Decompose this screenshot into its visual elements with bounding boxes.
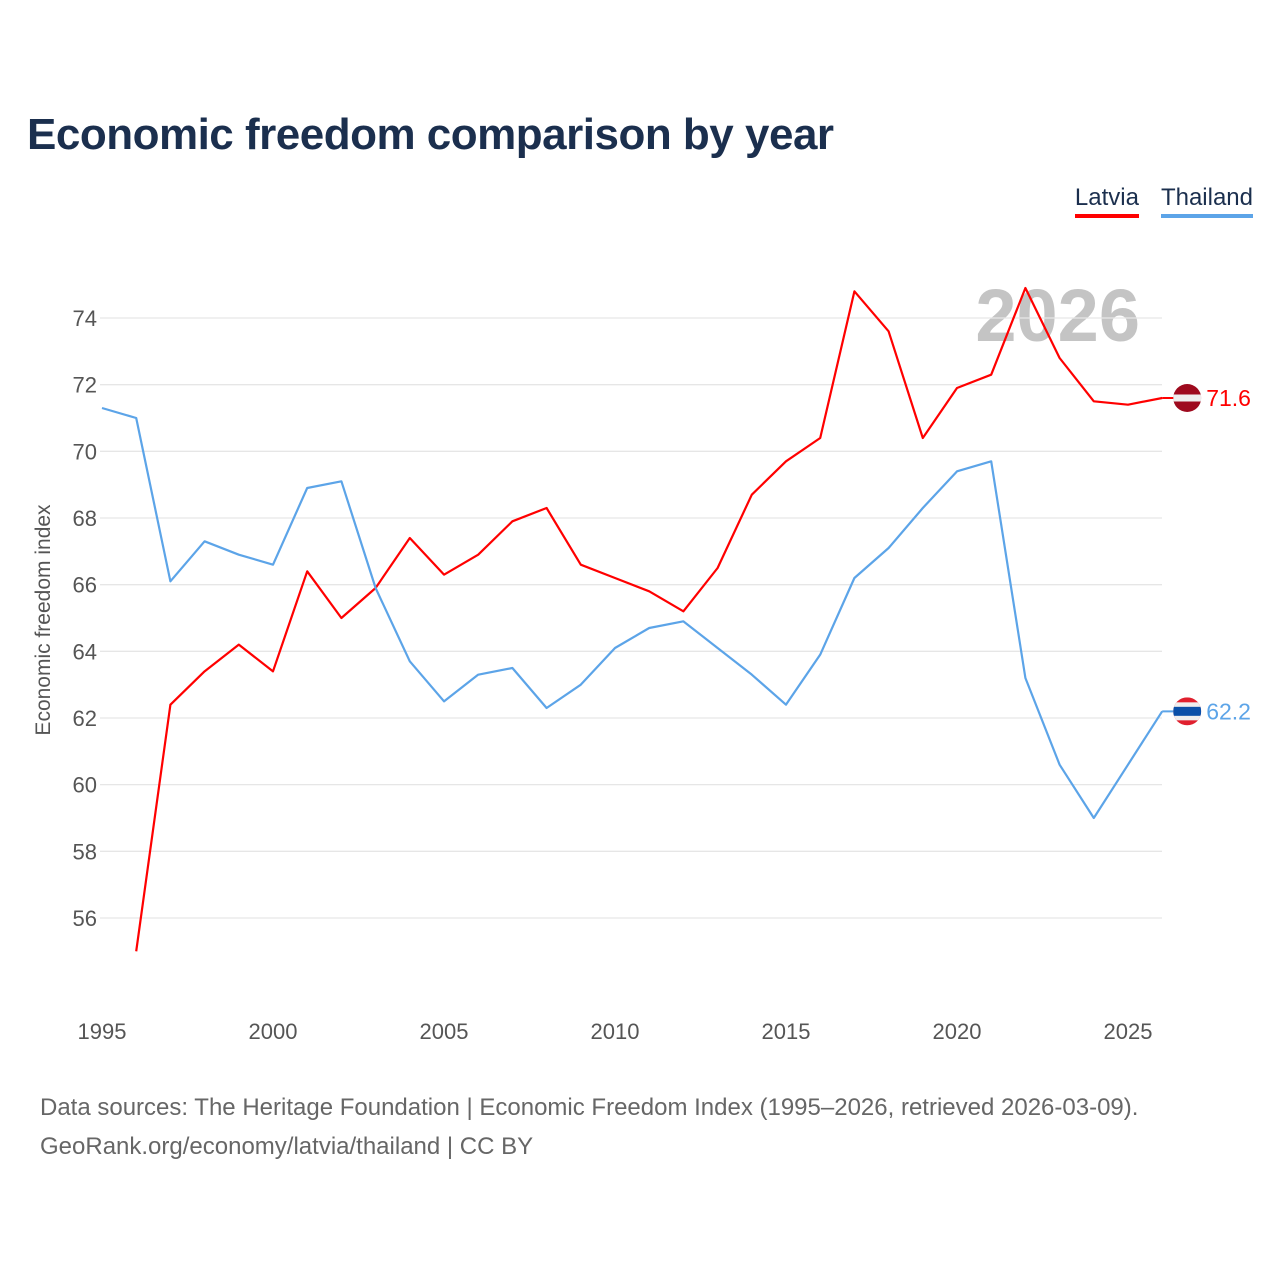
legend-latvia[interactable]: Latvia: [1074, 184, 1139, 218]
attribution-link[interactable]: GeoRank.org/economy/latvia/thailand | CC…: [40, 1133, 534, 1160]
series-line-thailand: [101, 406, 1164, 820]
legend: Latvia Thailand: [1074, 184, 1253, 218]
end-value-label-latvia: 71.6: [1206, 385, 1251, 411]
flag-stripe: [1173, 394, 1202, 402]
y-tick-label: 58: [73, 839, 97, 864]
legend-thailand[interactable]: Thailand: [1160, 184, 1253, 218]
y-tick-label: 62: [73, 706, 97, 731]
flag-stripe: [1173, 706, 1202, 716]
y-tick-label: 74: [73, 306, 97, 331]
footer: Data sources: The Heritage Foundation | …: [40, 1088, 1138, 1166]
flag-icon-thailand: [1173, 697, 1202, 726]
y-tick-label: 66: [73, 573, 97, 598]
x-tick-label: 2015: [762, 1019, 811, 1044]
y-tick-label: 70: [73, 439, 97, 464]
flag-stripes: [1173, 697, 1202, 726]
year-watermark: 2026: [975, 274, 1140, 357]
y-tick-label: 56: [73, 906, 97, 931]
flag-icon-latvia: [1173, 383, 1202, 412]
y-tick-label: 60: [73, 773, 97, 798]
x-tick-label: 2025: [1104, 1019, 1153, 1044]
series-line-latvia: [135, 286, 1163, 952]
end-value-label-thailand: 62.2: [1206, 698, 1251, 724]
chart-title: Economic freedom comparison by year: [27, 110, 834, 159]
x-tick-label: 2020: [933, 1019, 982, 1044]
flag-stripes: [1173, 383, 1202, 412]
y-axis-label: Economic freedom index: [32, 504, 55, 736]
y-tick-label: 68: [73, 506, 97, 531]
source-text: Data sources: The Heritage Foundation | …: [40, 1094, 1139, 1121]
y-tick-label: 64: [73, 639, 97, 664]
x-tick-label: 2005: [420, 1019, 469, 1044]
x-tick-label: 1995: [78, 1019, 127, 1044]
y-tick-label: 72: [73, 373, 97, 398]
x-tick-label: 2010: [591, 1019, 640, 1044]
x-tick-label: 2000: [249, 1019, 298, 1044]
